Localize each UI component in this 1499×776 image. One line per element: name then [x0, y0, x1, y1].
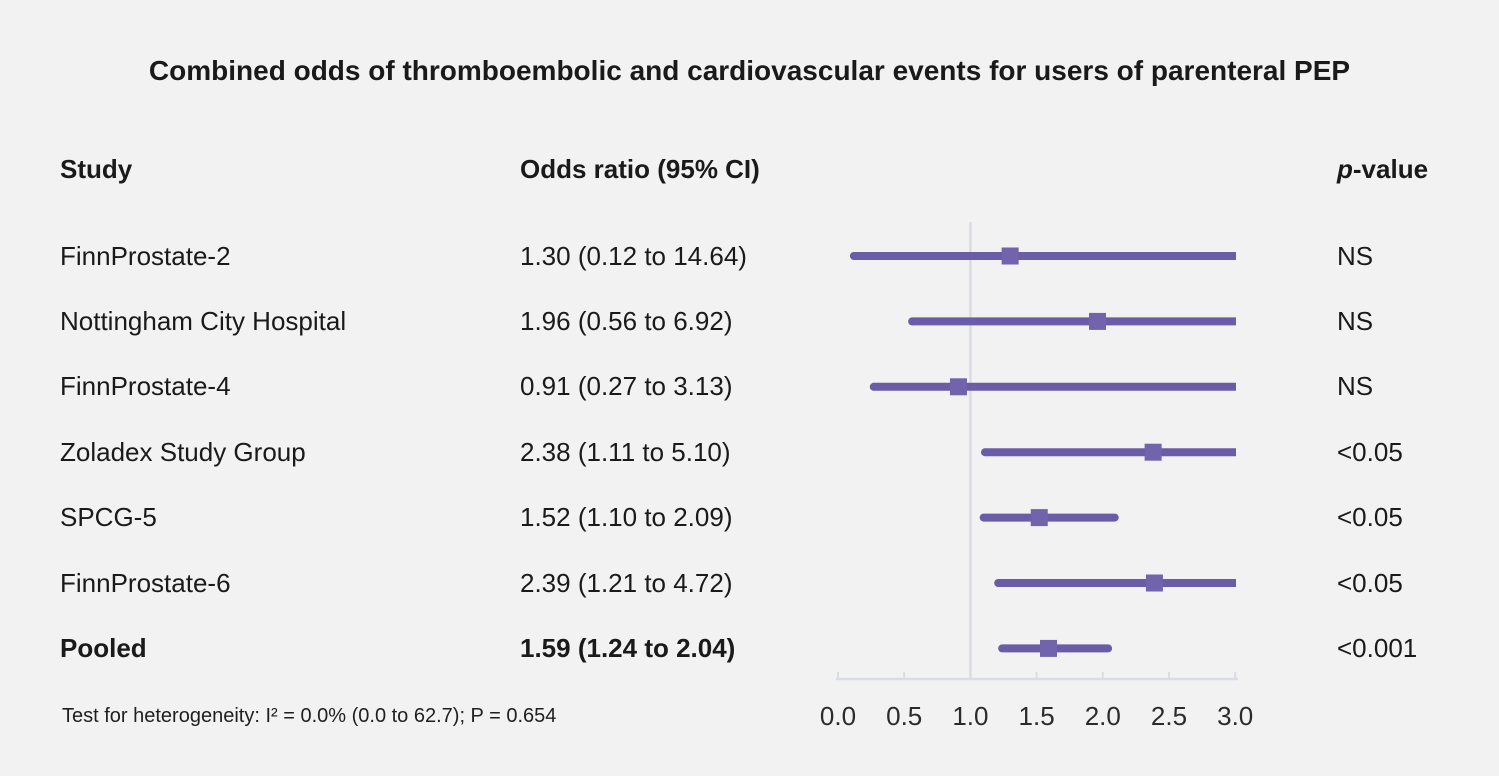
column-header-odds-ratio: Odds ratio (95% CI)	[520, 154, 760, 184]
heterogeneity-footnote: Test for heterogeneity: I² = 0.0% (0.0 t…	[62, 705, 557, 727]
odds-ratio-value: 1.30 (0.12 to 14.64)	[520, 240, 747, 271]
table-row: FinnProstate-4 0.91 (0.27 to 3.13) NS	[0, 370, 1499, 403]
x-axis-tick-label: 3.0	[1217, 701, 1253, 731]
odds-ratio-value: 1.96 (0.56 to 6.92)	[520, 305, 733, 336]
odds-ratio-value: 2.39 (1.21 to 4.72)	[520, 567, 733, 598]
column-header-study: Study	[60, 154, 133, 184]
x-axis-tick-label: 0.5	[886, 701, 922, 731]
p-value: NS	[1337, 371, 1374, 402]
odds-ratio-value: 2.38 (1.11 to 5.10)	[520, 436, 731, 467]
p-value: <0.001	[1337, 632, 1418, 663]
table-row: Nottingham City Hospital 1.96 (0.56 to 6…	[0, 305, 1499, 338]
table-row: Zoladex Study Group 2.38 (1.11 to 5.10) …	[0, 436, 1499, 469]
p-value: NS	[1337, 240, 1374, 271]
odds-ratio-marker	[1040, 639, 1058, 657]
study-label: Zoladex Study Group	[60, 436, 306, 467]
x-axis-tick-label: 0.0	[820, 701, 856, 731]
table-row: FinnProstate-2 1.30 (0.12 to 14.64) NS	[0, 240, 1499, 273]
table-row: FinnProstate-6 2.39 (1.21 to 4.72) <0.05	[0, 567, 1499, 600]
table-row: SPCG-5 1.52 (1.10 to 2.09) <0.05	[0, 501, 1499, 534]
chart-title: Combined odds of thromboembolic and card…	[148, 55, 1351, 86]
odds-ratio-value: 1.52 (1.10 to 2.09)	[520, 502, 733, 533]
odds-ratio-marker	[1089, 312, 1107, 330]
study-label: Pooled	[60, 632, 147, 663]
study-label: SPCG-5	[60, 502, 157, 533]
p-value-header-italic-p: p	[1337, 154, 1353, 184]
odds-ratio-marker	[1144, 443, 1162, 461]
ci-line-left-cap	[849, 252, 858, 260]
p-value: NS	[1337, 305, 1374, 336]
p-value: <0.05	[1337, 436, 1403, 467]
odds-ratio-marker	[1001, 247, 1019, 265]
x-axis-tick-label: 2.5	[1151, 701, 1187, 731]
x-axis-tick-label: 1.5	[1019, 701, 1055, 731]
study-label: FinnProstate-4	[60, 371, 231, 402]
p-value: <0.05	[1337, 502, 1403, 533]
p-value: <0.05	[1337, 567, 1403, 598]
odds-ratio-marker	[1030, 509, 1048, 527]
ci-line-left-cap	[869, 382, 878, 391]
x-axis-tick-label: 2.0	[1085, 701, 1121, 731]
x-axis-tick-label: 1.0	[952, 701, 988, 731]
ci-line-left-cap	[980, 448, 989, 457]
study-label: FinnProstate-2	[60, 240, 231, 271]
p-value-header-suffix: -value	[1352, 154, 1429, 184]
odds-ratio-marker	[1145, 574, 1163, 592]
column-header-p-value: p-value	[1337, 153, 1428, 186]
table-row: Pooled 1.59 (1.24 to 2.04) <0.001	[0, 632, 1499, 665]
odds-ratio-value: 1.59 (1.24 to 2.04)	[520, 632, 736, 663]
study-label: FinnProstate-6	[60, 567, 231, 598]
odds-ratio-value: 0.91 (0.27 to 3.13)	[520, 371, 733, 402]
ci-line-left-cap	[908, 317, 917, 326]
odds-ratio-marker	[949, 378, 967, 396]
ci-line-left-cap	[994, 579, 1003, 587]
study-label: Nottingham City Hospital	[60, 305, 347, 336]
